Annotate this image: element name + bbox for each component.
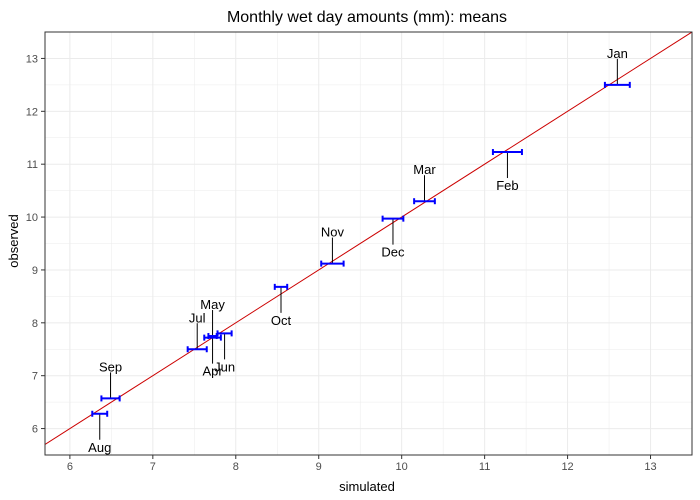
y-tick-label: 6 [32, 424, 38, 436]
y-tick-label: 11 [27, 159, 38, 171]
month-label: Jul [189, 310, 206, 325]
x-tick-label: 7 [150, 461, 156, 473]
month-label: Sep [99, 359, 122, 374]
month-label: Oct [271, 313, 292, 328]
x-tick-label: 11 [479, 461, 490, 473]
reference-line [45, 32, 692, 445]
y-tick-label: 12 [26, 106, 38, 118]
x-axis-title: simulated [339, 479, 395, 494]
point-jun: Jun [214, 330, 235, 374]
panel-border [44, 31, 693, 456]
x-tick-label: 9 [316, 461, 322, 473]
x-tick-label: 10 [396, 461, 408, 473]
month-label: Jan [607, 46, 628, 61]
plot-content: Jan Feb Mar Apr May Jun Jul Aug Sep Oct Nov Dec [45, 32, 692, 455]
point-apr: Apr [202, 334, 223, 379]
x-tick-label: 6 [67, 461, 73, 473]
gridlines [45, 31, 693, 456]
y-tick-label: 13 [26, 53, 38, 65]
point-aug: Aug [88, 410, 111, 455]
point-nov: Nov [320, 225, 345, 267]
month-label: Apr [202, 364, 223, 379]
month-label: Aug [88, 440, 111, 455]
point-feb: Feb [491, 149, 523, 193]
point-jan: Jan [603, 46, 631, 88]
plot-area: Jan Feb Mar Apr May Jun Jul Aug Sep Oct Nov Dec [45, 32, 692, 455]
point-sep: Sep [99, 359, 122, 402]
x-tick-label: 12 [561, 461, 573, 473]
month-label: May [200, 297, 225, 312]
month-label: Nov [321, 225, 345, 240]
y-axis-title: observed [6, 214, 21, 267]
axes: 6 7 8 9 10 11 12 13 6 7 8 9 10 11 12 13 [26, 53, 657, 473]
month-label: Dec [381, 245, 405, 260]
point-dec: Dec [381, 215, 405, 260]
month-label: Feb [496, 178, 518, 193]
x-tick-label: 8 [233, 461, 239, 473]
y-tick-label: 10 [26, 212, 38, 224]
month-label: Mar [413, 162, 436, 177]
y-tick-label: 9 [32, 265, 38, 277]
month-label: Jun [214, 359, 235, 374]
point-mar: Mar [413, 162, 436, 205]
point-jul: Jul [186, 310, 208, 353]
y-tick-label: 8 [32, 318, 38, 330]
y-tick-label: 7 [32, 371, 38, 383]
x-tick-label: 13 [644, 461, 656, 473]
point-oct: Oct [271, 283, 292, 328]
chart-title: Monthly wet day amounts (mm): means [227, 9, 507, 26]
